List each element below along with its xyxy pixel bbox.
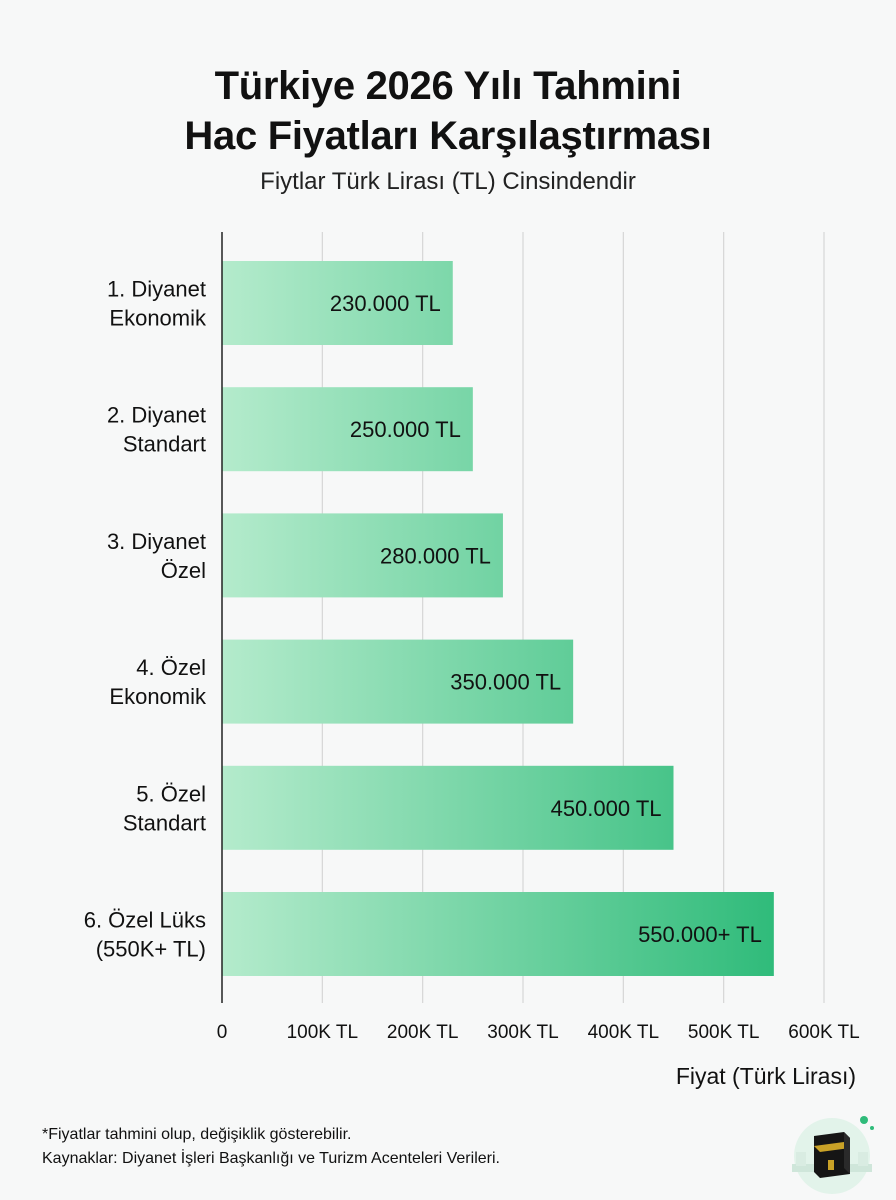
category-label: Standart xyxy=(123,432,206,457)
x-tick-label: 500K TL xyxy=(688,1022,759,1043)
category-label: Standart xyxy=(123,810,206,835)
x-tick-label: 300K TL xyxy=(487,1022,558,1043)
bar xyxy=(222,513,503,598)
chart-title-line-1: Türkiye 2026 Yılı Tahmini xyxy=(214,64,682,108)
category-label: 1. Diyanet xyxy=(107,277,206,302)
bar-value-label: 350.000 TL xyxy=(450,670,561,695)
grid-lines xyxy=(321,232,825,1003)
x-tick-label: 600K TL xyxy=(788,1022,859,1043)
bar-value-label: 280.000 TL xyxy=(380,543,491,568)
kaaba-icon xyxy=(792,1116,874,1194)
x-tick-label: 100K TL xyxy=(287,1022,358,1043)
category-label: 5. Özel xyxy=(136,781,206,806)
bar xyxy=(222,639,574,724)
bar xyxy=(222,892,774,976)
x-axis-label: Fiyat (Türk Lirası) xyxy=(676,1063,856,1089)
category-labels: 1. Diyanet Ekonomik 2. Diyanet Standart 3. D… xyxy=(84,277,207,962)
category-label: (550K+ TL) xyxy=(96,937,206,962)
x-tick-label: 0 xyxy=(217,1022,228,1043)
x-tick-label: 200K TL xyxy=(387,1022,458,1043)
bar-value-label: 230.000 TL xyxy=(330,291,441,316)
category-label: Özel xyxy=(161,558,206,583)
bar xyxy=(222,261,453,345)
category-label: 2. Diyanet xyxy=(107,403,206,428)
bar xyxy=(222,387,473,472)
x-tick-label: 400K TL xyxy=(588,1022,659,1043)
chart-title-line-2: Hac Fiyatları Karşılaştırması xyxy=(184,114,712,158)
footnote-sources: Kaynaklar: Diyanet İşleri Başkanlığı ve … xyxy=(42,1150,500,1167)
bar-value-label: 450.000 TL xyxy=(551,796,662,821)
bar-value-label: 250.000 TL xyxy=(350,417,461,442)
bars: 230.000 TL 250.000 TL 280.000 TL 350.000 TL… xyxy=(222,261,774,976)
x-tick-labels: 0 100K TL 200K TL 300K TL 400K TL 500K TL 600K… xyxy=(217,1022,860,1043)
category-label: 6. Özel Lüks xyxy=(84,908,206,933)
category-label: 3. Diyanet xyxy=(107,529,206,554)
bar-chart: 230.000 TL 250.000 TL 280.000 TL 350.000 TL… xyxy=(84,232,860,1089)
chart-subtitle: Fiytlar Türk Lirası (TL) Cinsindendir xyxy=(260,168,636,195)
bar-value-label: 550.000+ TL xyxy=(638,922,762,947)
category-label: Ekonomik xyxy=(109,684,207,709)
footnote-disclaimer: *Fiyatlar tahmini olup, değişiklik göste… xyxy=(42,1126,352,1143)
category-label: Ekonomik xyxy=(109,306,207,331)
category-label: 4. Özel xyxy=(136,655,206,680)
bar xyxy=(222,765,674,850)
